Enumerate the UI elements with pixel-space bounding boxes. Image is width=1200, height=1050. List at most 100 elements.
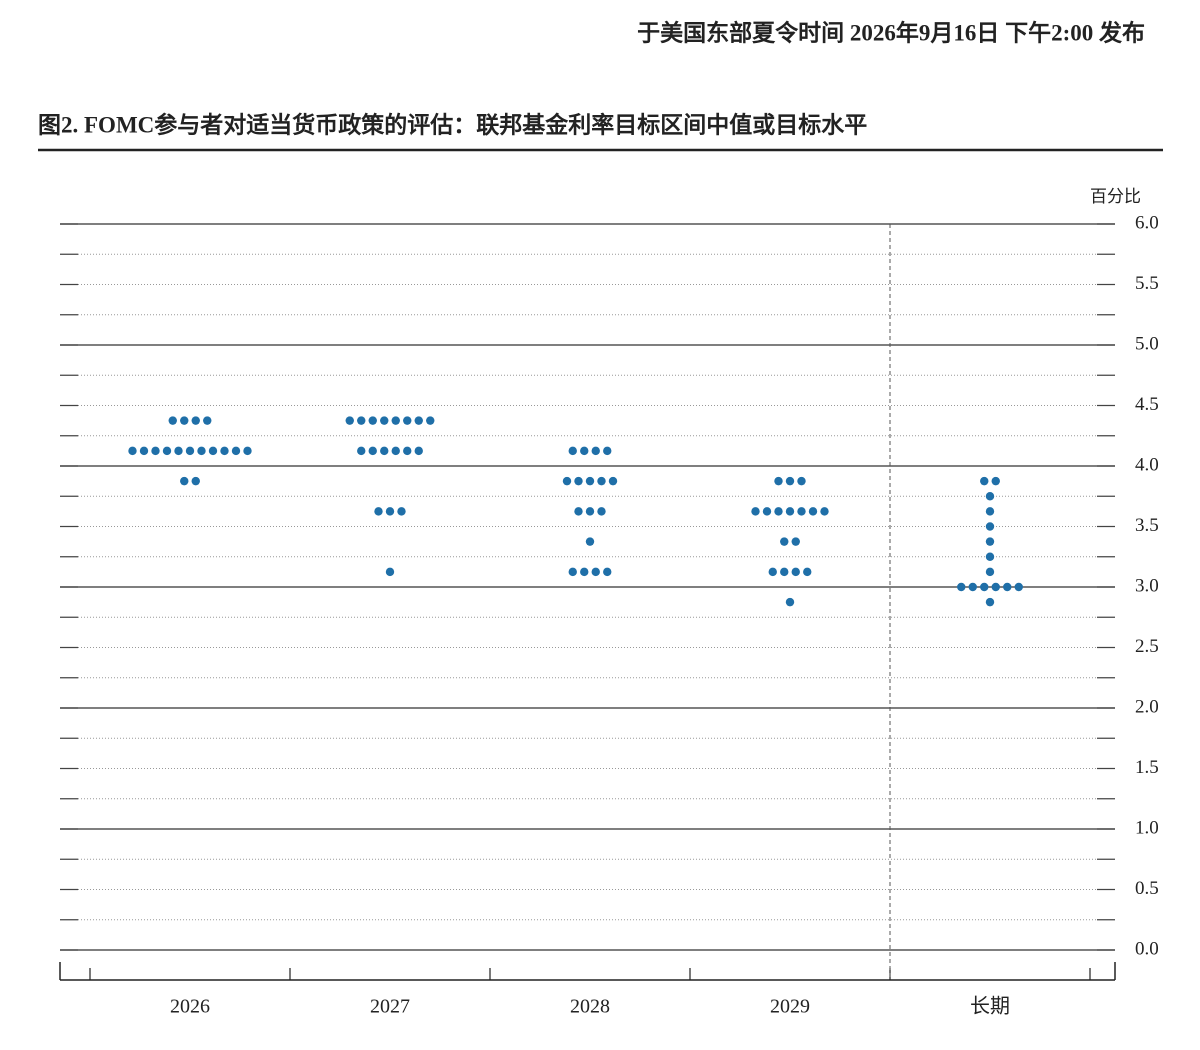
dot [608,476,618,486]
dot [568,446,577,456]
dot [139,446,149,456]
dot [180,476,189,486]
y-tick-label: 0.0 [1135,938,1159,959]
dot [985,552,995,561]
y-tick-label: 6.0 [1135,212,1159,233]
dot [785,476,795,486]
dot [574,507,583,516]
x-tick-label: 2027 [370,996,410,1018]
dot [985,537,995,546]
dot [985,507,995,516]
dot [603,446,612,456]
dot [980,476,989,486]
dot [345,416,354,425]
dot [220,446,229,456]
y-tick-label: 5.0 [1135,333,1159,354]
dot [380,446,389,456]
dot [426,416,435,425]
dot [357,446,366,456]
dot [1014,582,1023,592]
dot [751,507,760,516]
dot [414,446,423,456]
dot [957,582,966,592]
dot [562,476,572,486]
dot [591,567,600,577]
x-tick-label: 2029 [770,996,810,1018]
y-axis-label: 百分比 [1090,187,1141,206]
dot [968,582,977,592]
dot [385,507,395,516]
dot [151,446,160,456]
dot [574,476,583,486]
x-tick-label: 长期 [970,995,1010,1018]
dot [403,416,412,425]
dot [797,476,806,486]
dot [174,446,183,456]
dot [368,416,377,425]
dot [985,597,995,607]
dot [774,507,783,516]
chart-title: 图2. FOMC参与者对适当货币政策的评估：联邦基金利率目标区间中值或目标水平 [38,111,867,137]
dot [368,446,377,456]
dot [380,416,389,425]
dot [197,446,206,456]
y-tick-label: 4.0 [1135,454,1159,475]
dot [985,492,995,501]
y-tick-label: 3.0 [1135,575,1159,596]
release-note: 于美国东部夏令时间 2026年9月16日 下午2:00 发布 [637,19,1145,45]
dot [180,416,189,425]
dot [580,567,589,577]
dot [568,567,577,577]
dot [191,476,200,486]
dot [391,446,400,456]
dot [780,537,789,546]
dot [231,446,241,456]
dot [785,507,795,516]
y-tick-label: 1.5 [1135,757,1159,778]
dot [780,567,789,577]
dot [203,416,212,425]
dot [397,507,406,516]
dot [385,567,395,577]
dot [357,416,366,425]
dot [191,416,200,425]
dot [980,582,989,592]
dot [991,476,1000,486]
y-tick-label: 2.5 [1135,636,1159,657]
dot [585,476,595,486]
dot [985,522,995,531]
y-tick-label: 4.5 [1135,394,1159,415]
dot [243,446,252,456]
dot [762,507,772,516]
dot [591,446,600,456]
y-tick-label: 1.0 [1135,817,1159,838]
dot [597,476,606,486]
dot [774,476,783,486]
dot [580,446,589,456]
dot [597,507,606,516]
dot [585,537,595,546]
y-tick-label: 0.5 [1135,878,1159,899]
dot [785,597,795,607]
dot [603,567,612,577]
dot [208,446,218,456]
dot [168,416,177,425]
dot [128,446,137,456]
y-tick-label: 3.5 [1135,515,1159,536]
dot [414,416,423,425]
dot [985,567,995,577]
dot [791,567,800,577]
dot [803,567,812,577]
dot [808,507,818,516]
dot [791,537,800,546]
dot [374,507,383,516]
y-tick-label: 2.0 [1135,696,1159,717]
dot [768,567,777,577]
dot [391,416,400,425]
dot [797,507,806,516]
dot [991,582,1000,592]
x-tick-label: 2028 [570,996,610,1018]
dot [162,446,172,456]
